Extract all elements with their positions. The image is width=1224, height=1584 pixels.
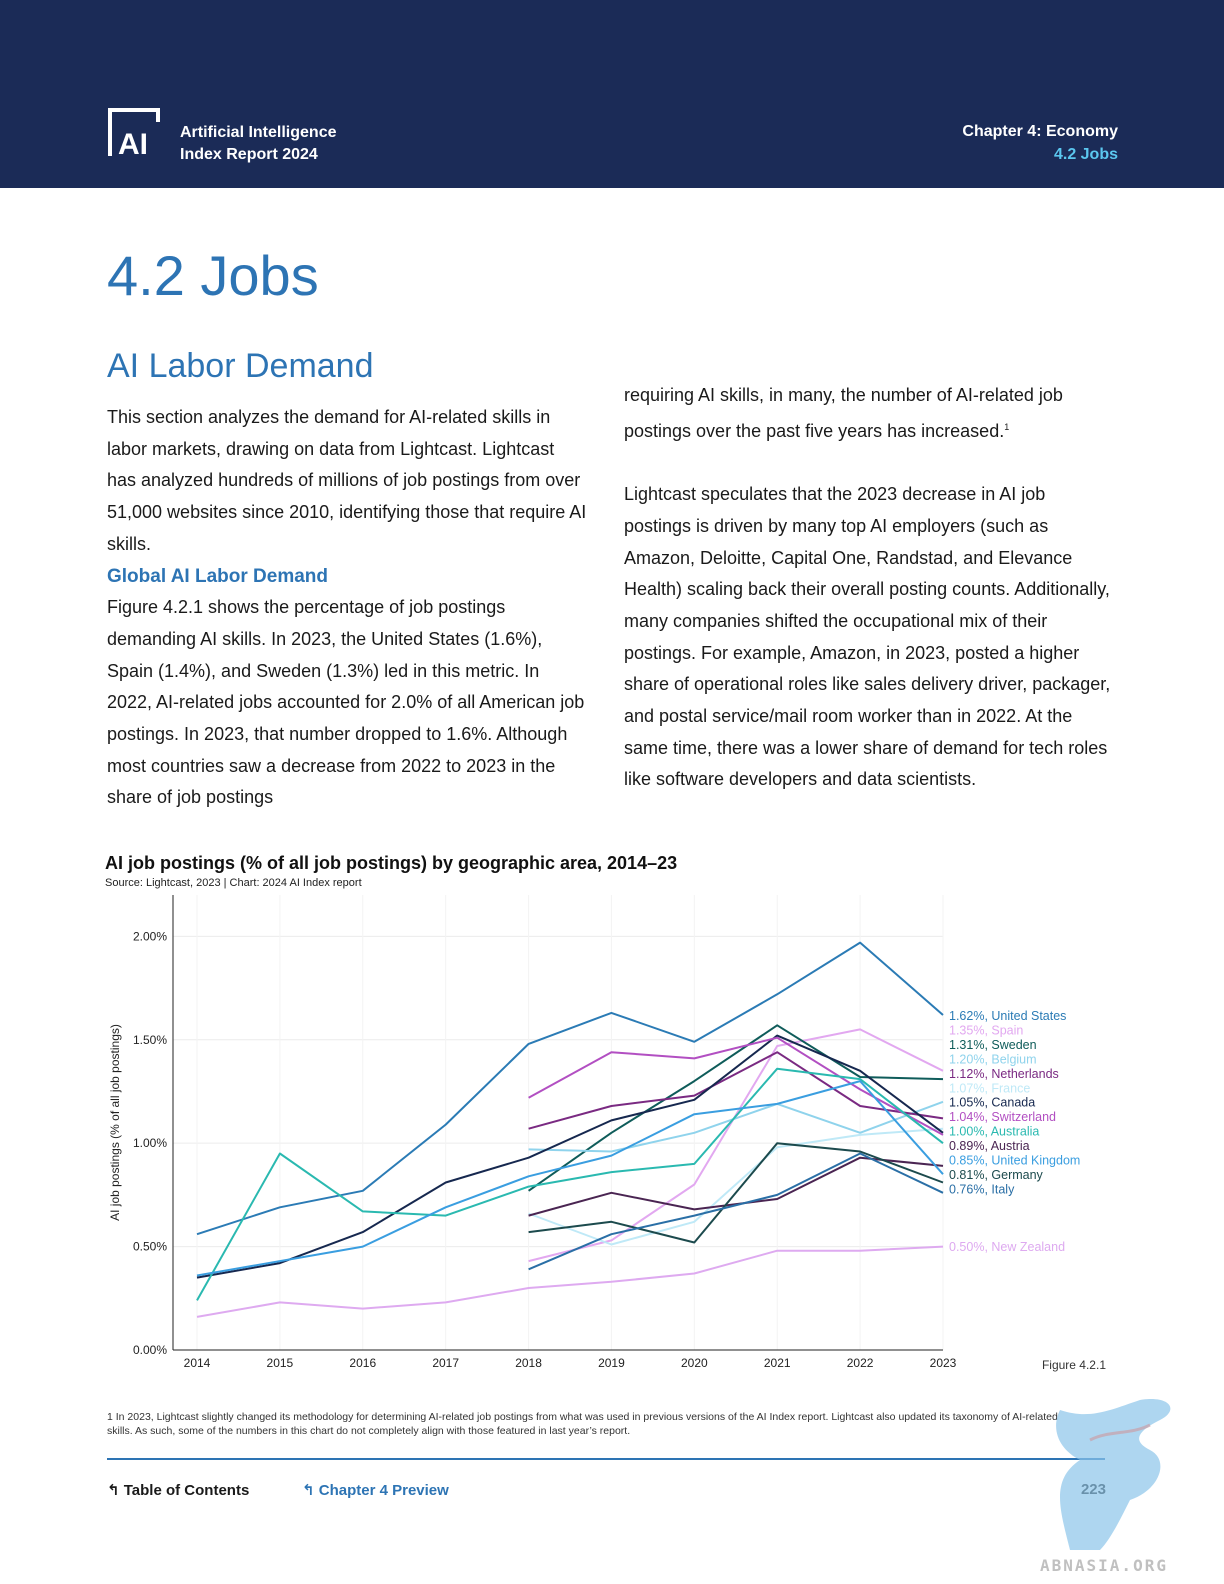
continuation-paragraph: requiring AI skills, in many, the number… xyxy=(624,385,1063,441)
x-tick-label: 2019 xyxy=(598,1356,625,1370)
x-tick-label: 2014 xyxy=(184,1356,211,1370)
y-tick-label: 2.00% xyxy=(133,929,167,943)
logo-glyph: AI xyxy=(118,128,148,158)
series-end-label: 1.00%, Australia xyxy=(949,1125,1039,1139)
y-tick-label: 1.00% xyxy=(133,1136,167,1150)
series-line-austria xyxy=(528,1156,944,1217)
chapter-preview-link[interactable]: ↰ Chapter 4 Preview xyxy=(302,1481,449,1499)
series-line-canada xyxy=(196,1034,944,1279)
series-line-new-zealand xyxy=(196,1245,944,1318)
y-axis-label: AI job postings (% of all job postings) xyxy=(108,1024,122,1221)
series-end-label: 1.12%, Netherlands xyxy=(949,1067,1059,1081)
page-header: AI Artificial Intelligence Index Report … xyxy=(0,0,1224,188)
chart-title: AI job postings (% of all job postings) … xyxy=(105,853,678,873)
lightcast-paragraph: Lightcast speculates that the 2023 decre… xyxy=(624,484,1111,790)
y-tick-label: 0.50% xyxy=(133,1240,167,1254)
series-line-belgium xyxy=(528,1100,944,1153)
griffin-watermark-icon xyxy=(1056,1399,1171,1550)
intro-paragraph: This section analyzes the demand for AI-… xyxy=(107,407,587,554)
ai-index-logo: AI xyxy=(108,108,160,158)
chapter-name[interactable]: Chapter 4: Economy xyxy=(962,123,1118,140)
body-column-right: requiring AI skills, in many, the number… xyxy=(624,380,1114,796)
return-arrow-icon: ↰ xyxy=(107,1482,124,1499)
series-end-label: 1.04%, Switzerland xyxy=(949,1110,1056,1124)
series-line-netherlands xyxy=(528,1051,944,1130)
x-tick-label: 2022 xyxy=(847,1356,874,1370)
series-end-label: 1.20%, Belgium xyxy=(949,1052,1037,1066)
x-tick-label: 2020 xyxy=(681,1356,708,1370)
line-chart: 0.00% 0.50% 1.00% 1.50% 2.00% 2014 2015 2016 201… xyxy=(108,895,1080,1370)
figure-description-paragraph: Figure 4.2.1 shows the percentage of job… xyxy=(107,597,585,808)
series-end-label: 0.85%, United Kingdom xyxy=(949,1154,1080,1168)
series-end-label: 1.07%, France xyxy=(949,1081,1030,1095)
report-title-line1: Artificial Intelligence xyxy=(180,124,337,141)
x-tick-label: 2021 xyxy=(764,1356,791,1370)
series-line-united-states xyxy=(196,941,944,1236)
series-end-label: 1.35%, Spain xyxy=(949,1023,1023,1037)
toc-label: Table of Contents xyxy=(123,1482,250,1499)
x-tick-label: 2018 xyxy=(515,1356,542,1370)
watermark-text: ABNASIA.ORG xyxy=(1040,1556,1168,1575)
footnote-ref[interactable]: 1 xyxy=(1004,421,1010,432)
x-tick-label: 2016 xyxy=(349,1356,376,1370)
series-line-sweden xyxy=(528,1024,944,1192)
y-tick-label: 0.00% xyxy=(133,1343,167,1357)
series-end-label: 0.89%, Austria xyxy=(949,1139,1030,1153)
page-title: 4.2 Jobs xyxy=(107,244,319,307)
subsection-heading: Global AI Labor Demand xyxy=(107,565,328,587)
series-end-label: 1.62%, United States xyxy=(949,1009,1066,1023)
series-line-italy xyxy=(528,1152,944,1271)
x-tick-label: 2023 xyxy=(930,1356,957,1370)
chapter-preview-label: Chapter 4 Preview xyxy=(318,1482,449,1499)
section-name[interactable]: 4.2 Jobs xyxy=(1053,146,1118,163)
chart-source: Source: Lightcast, 2023 | Chart: 2024 AI… xyxy=(105,877,362,889)
section-title: AI Labor Demand xyxy=(107,347,374,385)
y-tick-label: 1.50% xyxy=(133,1033,167,1047)
table-of-contents-link[interactable]: ↰ Table of Contents xyxy=(107,1481,249,1499)
series-line-germany xyxy=(528,1142,944,1244)
series-end-label: 0.50%, New Zealand xyxy=(949,1240,1065,1254)
report-title: Artificial Intelligence Index Report 202… xyxy=(180,122,336,166)
series-end-label: 1.05%, Canada xyxy=(949,1096,1035,1110)
body-column-left: This section analyzes the demand for AI-… xyxy=(107,402,587,814)
x-tick-label: 2017 xyxy=(432,1356,459,1370)
series-line-united-kingdom xyxy=(196,1080,944,1277)
footer-divider xyxy=(107,1458,1105,1460)
series-end-label: 1.31%, Sweden xyxy=(949,1038,1037,1052)
x-tick-label: 2015 xyxy=(267,1356,294,1370)
series-end-label: 0.76%, Italy xyxy=(949,1182,1015,1196)
footnote: 1 In 2023, Lightcast slightly changed it… xyxy=(107,1411,1058,1437)
series-end-label: 0.81%, Germany xyxy=(949,1168,1044,1182)
return-arrow-icon: ↰ xyxy=(302,1482,319,1499)
figure-label: Figure 4.2.1 xyxy=(1041,1358,1106,1372)
chapter-nav: Chapter 4: Economy 4.2 Jobs xyxy=(962,120,1118,166)
series-line-australia xyxy=(196,1067,944,1301)
report-title-line2: Index Report 2024 xyxy=(180,146,318,163)
